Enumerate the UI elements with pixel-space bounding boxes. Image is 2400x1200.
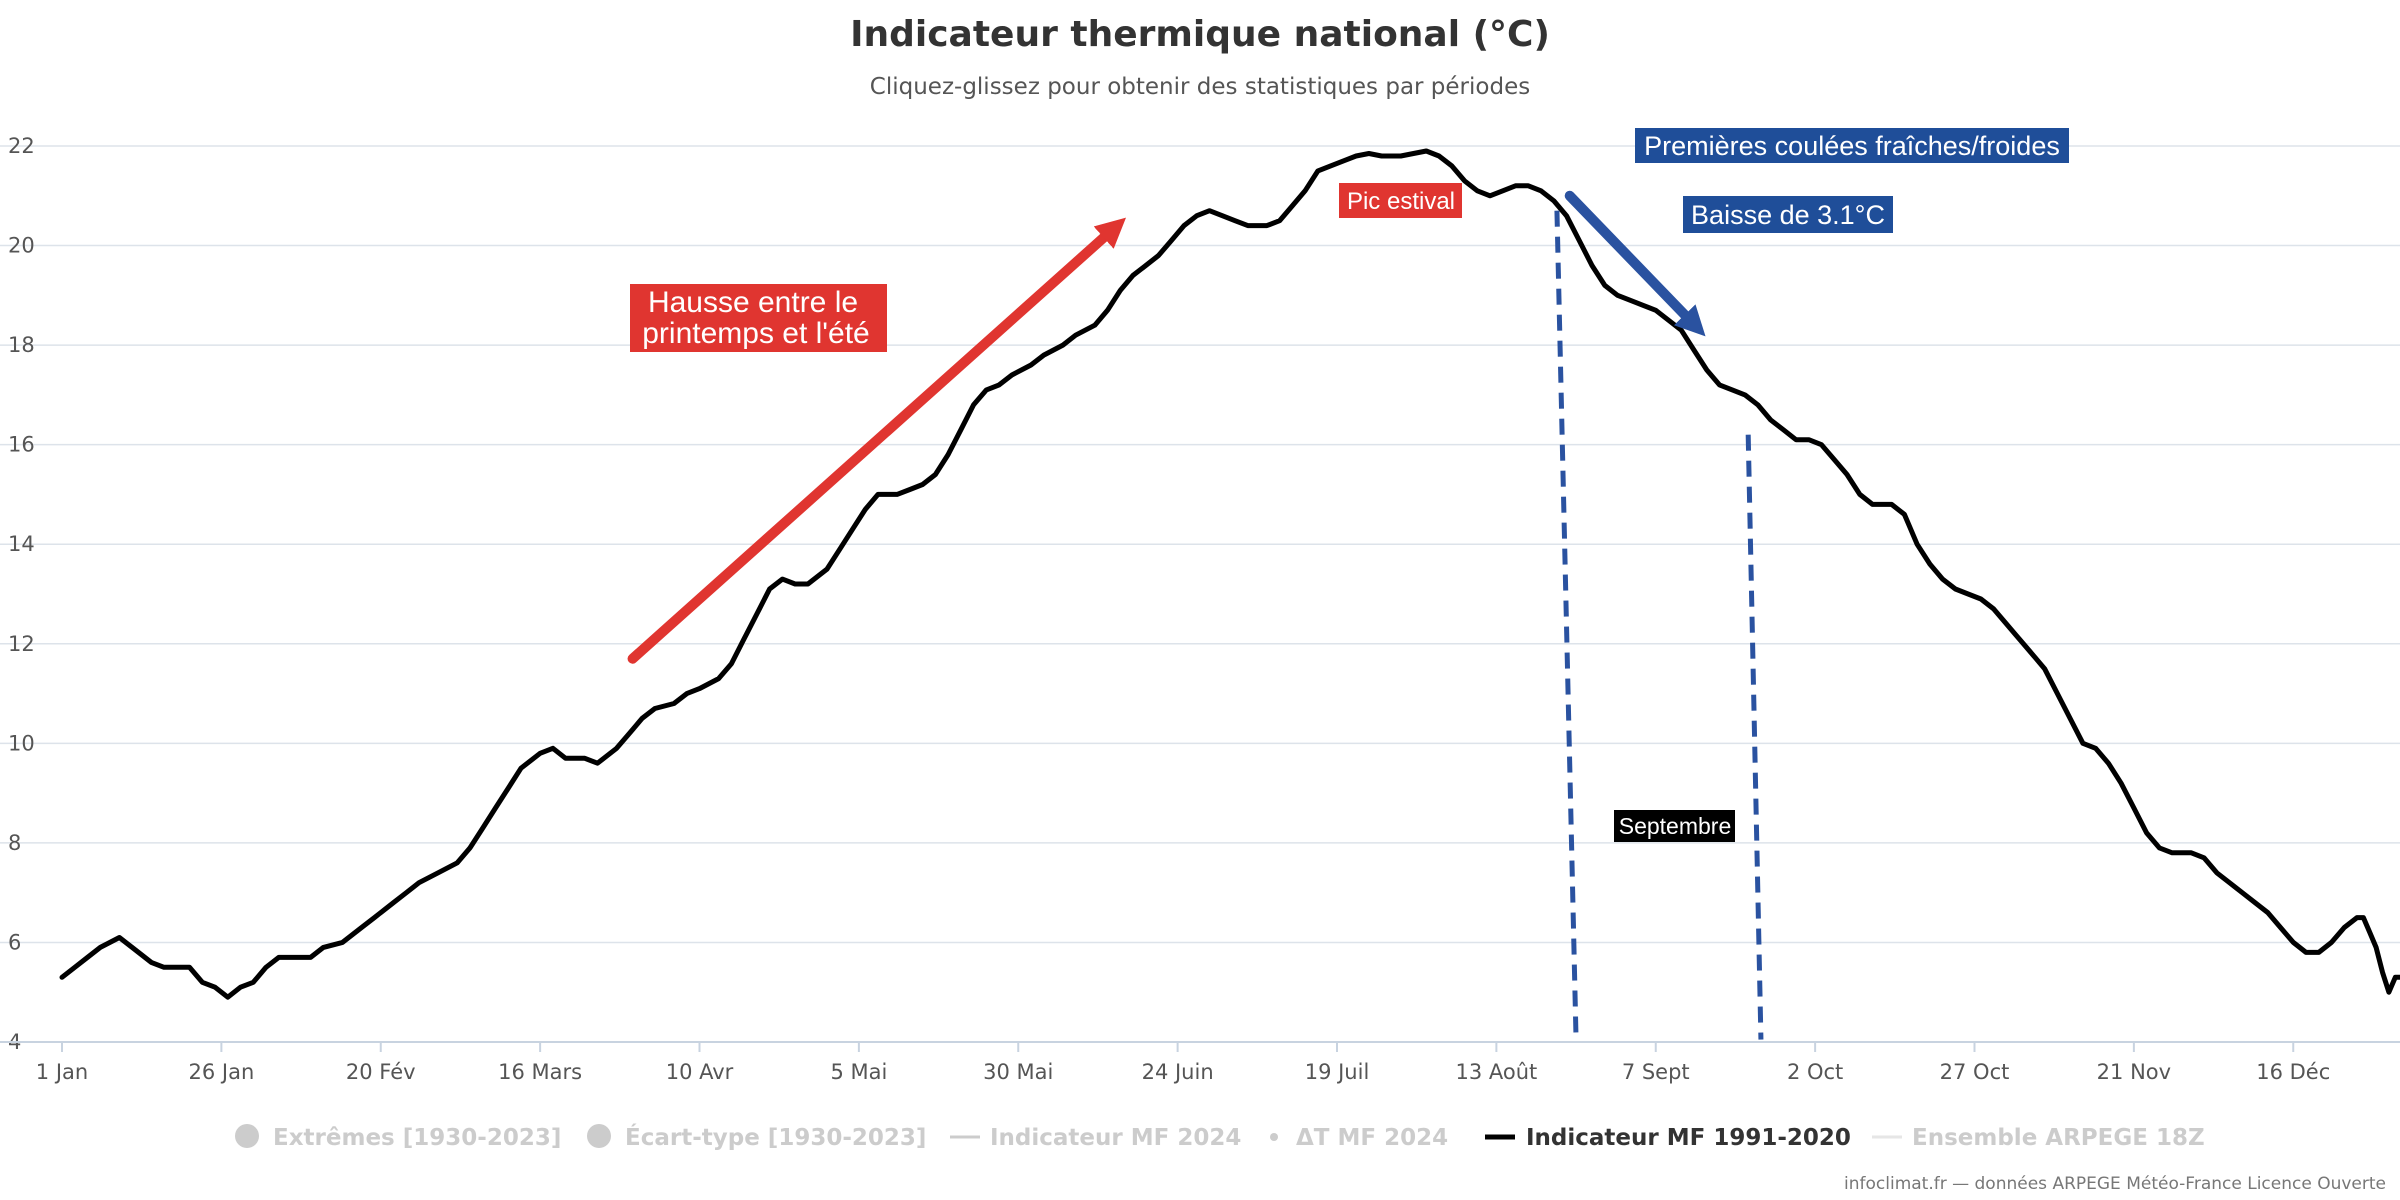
legend-circle-icon bbox=[235, 1124, 259, 1148]
y-tick-label: 6 bbox=[8, 930, 21, 954]
x-tick-label: 1 Jan bbox=[36, 1060, 88, 1084]
first-cold-label: Premières coulées fraîches/froides bbox=[1635, 128, 2069, 163]
x-tick-label: 5 Mai bbox=[830, 1060, 887, 1084]
x-tick-label: 13 Août bbox=[1455, 1060, 1537, 1084]
legend-circle-icon bbox=[587, 1124, 611, 1148]
september-start-dashed-line bbox=[1554, 210, 1579, 1040]
rise-label-line-2: printemps et l'été bbox=[642, 317, 870, 350]
x-tick-label: 30 Mai bbox=[983, 1060, 1053, 1084]
legend: Extrêmes [1930-2023] Écart-type [1930-20… bbox=[235, 1123, 2205, 1151]
legend-dot-icon bbox=[1270, 1133, 1278, 1141]
first-cold-label-text: Premières coulées fraîches/froides bbox=[1644, 131, 2060, 161]
legend-item-ensemble-arpege[interactable]: Ensemble ARPEGE 18Z bbox=[1872, 1125, 2205, 1151]
y-tick-label: 8 bbox=[8, 831, 21, 855]
legend-item-extremes[interactable]: Extrêmes [1930-2023] bbox=[235, 1124, 561, 1151]
credits[interactable]: infoclimat.fr — données ARPEGE Météo-Fra… bbox=[1844, 1174, 2386, 1194]
drop-arrow bbox=[1564, 190, 1706, 337]
september-end-dashed-line bbox=[1745, 434, 1764, 1040]
rise-label: Hausse entre le printemps et l'été bbox=[630, 284, 887, 352]
x-tick-label: 2 Oct bbox=[1787, 1060, 1843, 1084]
y-tick-label: 18 bbox=[8, 333, 35, 357]
y-tick-label: 14 bbox=[8, 532, 35, 556]
y-tick-label: 16 bbox=[8, 433, 35, 457]
legend-label-ecart-type: Écart-type [1930-2023] bbox=[625, 1123, 926, 1151]
rise-label-line-1: Hausse entre le bbox=[648, 286, 858, 319]
annotations: Hausse entre le printemps et l'été Pic e… bbox=[627, 128, 2069, 1040]
x-tick-label: 27 Oct bbox=[1940, 1060, 2010, 1084]
x-tick-label: 7 Sept bbox=[1622, 1060, 1690, 1084]
x-tick-label: 26 Jan bbox=[188, 1060, 254, 1084]
september-label: Septembre bbox=[1614, 810, 1735, 842]
x-tick-label: 21 Nov bbox=[2097, 1060, 2171, 1084]
x-axis: 1 Jan 26 Jan 20 Fév 16 Mars 10 Avr 5 Mai 30 Ma… bbox=[0, 1041, 2400, 1084]
rise-arrow bbox=[627, 217, 1127, 664]
september-label-text: Septembre bbox=[1619, 813, 1732, 839]
peak-label-text: Pic estival bbox=[1347, 188, 1455, 215]
y-tick-label: 12 bbox=[8, 632, 35, 656]
legend-label-extremes: Extrêmes [1930-2023] bbox=[273, 1125, 561, 1151]
peak-label: Pic estival bbox=[1339, 183, 1462, 218]
legend-label-indicateur-1991-2020: Indicateur MF 1991-2020 bbox=[1526, 1125, 1851, 1151]
x-tick-label: 24 Juin bbox=[1142, 1060, 1214, 1084]
x-tick-label: 16 Mars bbox=[498, 1060, 582, 1084]
chart-subtitle: Cliquez-glissez pour obtenir des statist… bbox=[870, 74, 1530, 100]
x-tick-label: 16 Déc bbox=[2256, 1060, 2330, 1084]
x-tick-label: 19 Juil bbox=[1305, 1060, 1370, 1084]
x-tick-label: 10 Avr bbox=[666, 1060, 734, 1084]
series-layer bbox=[59, 148, 2400, 1000]
legend-label-delta-t: ΔT MF 2024 bbox=[1296, 1125, 1448, 1151]
legend-label-ensemble-arpege: Ensemble ARPEGE 18Z bbox=[1912, 1125, 2205, 1151]
chart-title: Indicateur thermique national (°C) bbox=[850, 14, 1550, 55]
drop-label: Baisse de 3.1°C bbox=[1683, 196, 1893, 233]
drop-label-text: Baisse de 3.1°C bbox=[1691, 200, 1885, 230]
legend-item-indicateur-1991-2020[interactable]: Indicateur MF 1991-2020 bbox=[1485, 1125, 1851, 1151]
series-line-indicateur-1991-2020[interactable] bbox=[59, 148, 2400, 1000]
legend-item-delta-t[interactable]: ΔT MF 2024 bbox=[1270, 1125, 1448, 1151]
grid-lines bbox=[0, 145, 2400, 944]
y-tick-label: 22 bbox=[8, 134, 35, 158]
y-tick-label: 10 bbox=[8, 731, 35, 755]
x-tick-label: 20 Fév bbox=[346, 1060, 416, 1084]
legend-item-indicateur-2024[interactable]: Indicateur MF 2024 bbox=[950, 1125, 1241, 1151]
legend-item-ecart-type[interactable]: Écart-type [1930-2023] bbox=[587, 1123, 926, 1151]
y-tick-label: 20 bbox=[8, 234, 35, 258]
legend-label-indicateur-2024: Indicateur MF 2024 bbox=[990, 1125, 1241, 1151]
